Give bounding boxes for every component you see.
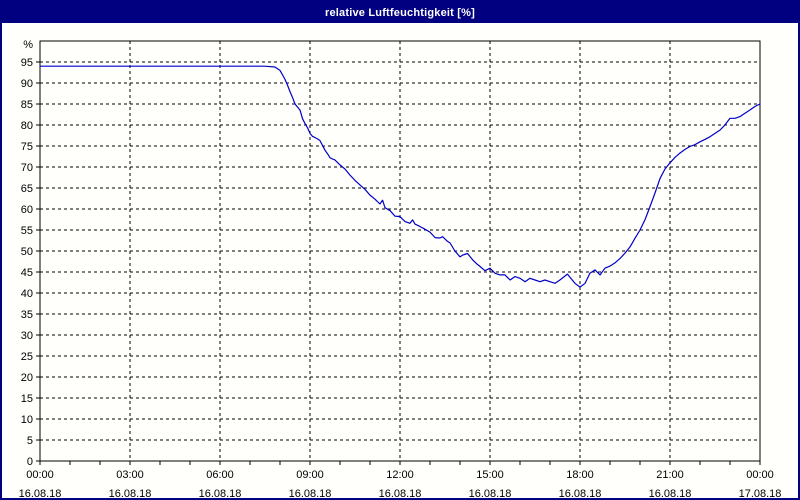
y-tick-label: 25 (21, 351, 33, 363)
y-tick-label: 65 (21, 183, 33, 195)
y-tick-label: 95 (21, 57, 33, 69)
y-tick-label: 70 (21, 162, 33, 174)
y-tick-label: 50 (21, 246, 33, 258)
x-tick-date-label: 16.08.18 (109, 488, 152, 498)
x-tick-date-label: 16.08.18 (649, 488, 692, 498)
y-tick-label: 30 (21, 330, 33, 342)
y-tick-label: 60 (21, 204, 33, 216)
humidity-line-chart: 95908580757065605550454035302520151050%0… (19, 39, 782, 498)
y-tick-label: 55 (21, 225, 33, 237)
x-tick-time-label: 06:00 (206, 469, 234, 481)
tick-marks (36, 61, 761, 465)
x-tick-time-label: 18:00 (566, 469, 594, 481)
y-tick-label: 0 (27, 456, 33, 468)
x-tick-time-label: 00:00 (26, 469, 54, 481)
chart-title: relative Luftfeuchtigkeit [%] (324, 6, 476, 19)
x-tick-date-label: 17.08.18 (739, 488, 782, 498)
y-tick-label: 45 (21, 267, 33, 279)
x-tick-time-label: 00:00 (746, 469, 774, 481)
x-tick-time-label: 03:00 (116, 469, 144, 481)
x-tick-date-label: 16.08.18 (289, 488, 332, 498)
x-tick-date-label: 16.08.18 (19, 488, 62, 498)
x-tick-date-label: 16.08.18 (559, 488, 602, 498)
x-tick-time-label: 09:00 (296, 469, 324, 481)
y-tick-label: 15 (21, 393, 33, 405)
x-tick-date-label: 16.08.18 (379, 488, 422, 498)
y-tick-label: 20 (21, 372, 33, 384)
y-tick-label: 85 (21, 99, 33, 111)
x-tick-date-label: 16.08.18 (199, 488, 242, 498)
y-tick-label: 75 (21, 141, 33, 153)
x-tick-time-label: 21:00 (656, 469, 684, 481)
y-tick-label: 5 (27, 435, 33, 447)
humidity-series-line (39, 65, 761, 288)
x-tick-date-label: 16.08.18 (469, 488, 512, 498)
x-tick-time-label: 15:00 (476, 469, 504, 481)
y-tick-label: 35 (21, 309, 33, 321)
y-tick-label: 10 (21, 414, 33, 426)
y-tick-label: 40 (21, 288, 33, 300)
x-tick-time-label: 12:00 (386, 469, 414, 481)
chart-area: 95 90 85 80 75 70 65 60 55 50 45 40 35 30 25 20 15 10 5 0% 0… (2, 23, 798, 498)
y-tick-label: 90 (21, 78, 33, 90)
y-tick-label: 80 (21, 120, 33, 132)
axis-labels: 95908580757065605550454035302520151050%0… (19, 39, 782, 498)
window-titlebar: relative Luftfeuchtigkeit [%] (2, 2, 798, 23)
gridlines (40, 41, 760, 461)
y-axis-unit-label: % (23, 39, 33, 51)
